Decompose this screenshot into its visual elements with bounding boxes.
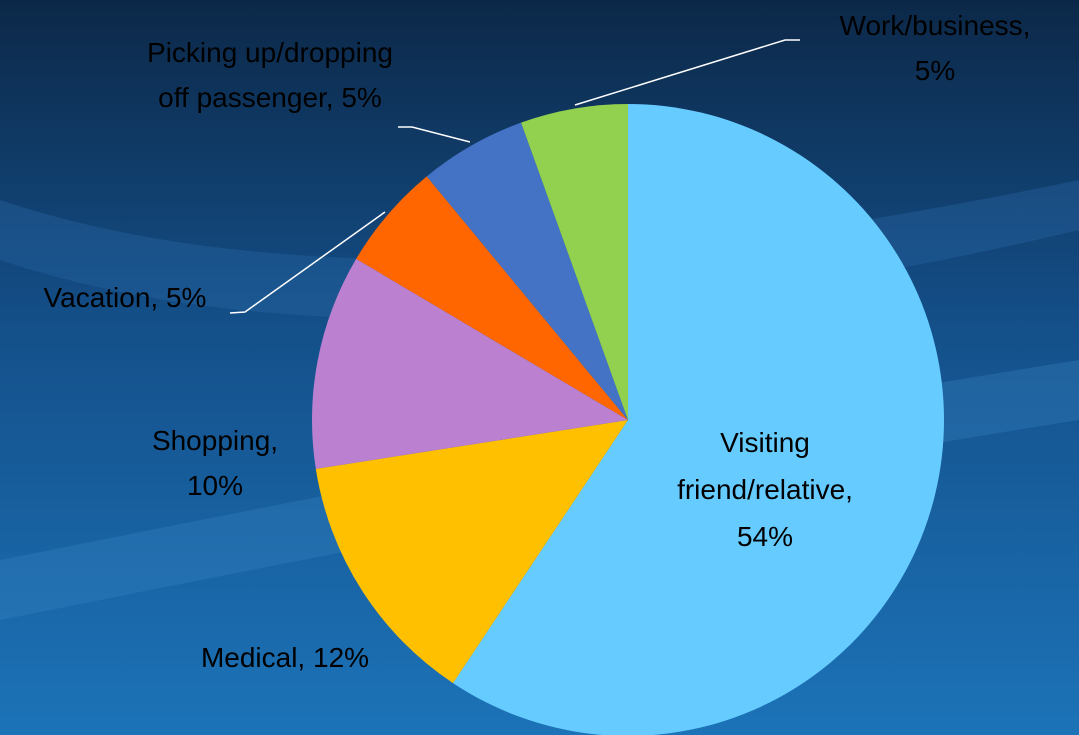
- leader-line: [398, 126, 471, 143]
- data-label: Visiting friend/relative, 54%: [677, 427, 853, 552]
- pie-slice: [426, 122, 628, 420]
- pie-slice: [453, 104, 944, 735]
- pie-slice: [312, 258, 628, 469]
- data-label: Shopping, 10%: [152, 425, 278, 501]
- pie-slice: [521, 104, 628, 420]
- pie-slice: [315, 420, 628, 684]
- leader-line: [229, 211, 386, 314]
- data-label: Vacation, 5%: [44, 282, 207, 313]
- leader-line: [574, 39, 800, 106]
- pie-slice: [356, 176, 628, 420]
- pie: [312, 104, 944, 735]
- data-label: Work/business, 5%: [840, 10, 1031, 86]
- data-label: Picking up/dropping off passenger, 5%: [147, 37, 393, 113]
- data-label: Medical, 12%: [201, 642, 369, 673]
